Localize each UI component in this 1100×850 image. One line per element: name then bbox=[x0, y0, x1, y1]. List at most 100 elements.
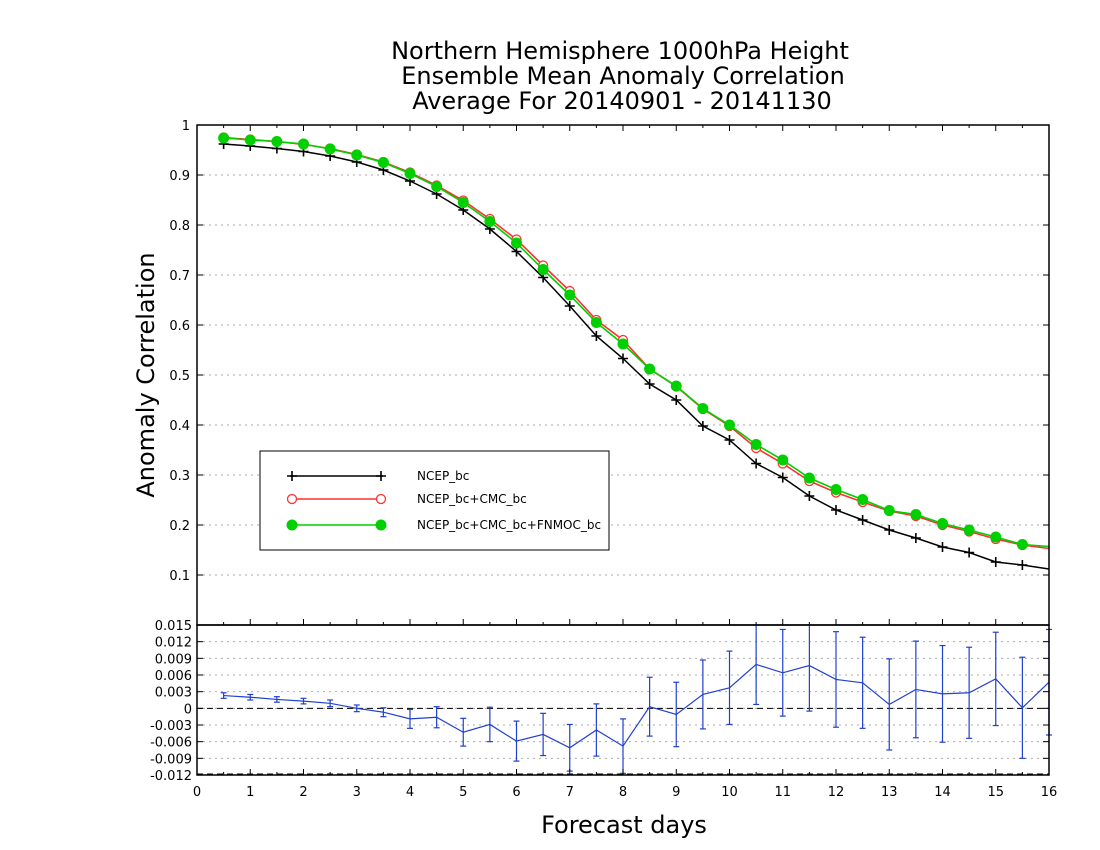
top-y-tick-label: 0.1 bbox=[169, 569, 190, 584]
bottom-y-tick-label: 0.015 bbox=[155, 619, 192, 634]
data-point bbox=[244, 134, 256, 146]
top-panel: 0.1 0.2 0.3 0.4 0.5 0.6 0.7 0.8 0.9 1 bbox=[169, 119, 1050, 626]
series-line bbox=[223, 143, 1050, 570]
bottom-series-group bbox=[220, 625, 1052, 774]
chart-title-line-2: Ensemble Mean Anomaly Correlation bbox=[401, 62, 845, 90]
bottom-panel-frame bbox=[196, 624, 1050, 776]
data-point bbox=[937, 518, 948, 529]
x-tick-label: 7 bbox=[566, 785, 574, 800]
data-point bbox=[298, 138, 309, 150]
legend: NCEP_bc NCEP_bc+CMC_bc NCEP_bc+CMC_bc+FNMO… bbox=[259, 450, 610, 551]
legend-marker bbox=[376, 471, 386, 481]
top-y-tick-label: 0.2 bbox=[169, 519, 190, 534]
data-point bbox=[990, 557, 1001, 567]
legend-marker bbox=[375, 493, 387, 505]
legend-marker bbox=[286, 519, 298, 531]
x-tick-label: 14 bbox=[934, 785, 951, 800]
x-tick-label: 3 bbox=[353, 785, 361, 800]
bottom-panel: -0.012 -0.009-0.006 -0.003 0 0.003 0.006 0.009… bbox=[150, 619, 1057, 800]
difference-line bbox=[223, 663, 1050, 749]
top-series-group bbox=[218, 132, 1050, 570]
data-point bbox=[697, 421, 708, 431]
data-point bbox=[644, 379, 655, 389]
data-point bbox=[964, 547, 975, 558]
top-y-tick-label: 0.6 bbox=[169, 319, 190, 334]
data-point bbox=[751, 458, 762, 469]
top-y-tick-label: 1 bbox=[182, 119, 190, 134]
series-ncep-bc bbox=[218, 139, 1050, 570]
bottom-y-tick-label: 0.003 bbox=[155, 686, 192, 701]
bottom-y-tick-label: -0.009 bbox=[150, 752, 192, 767]
data-point bbox=[484, 216, 496, 227]
bottom-y-tick-label: 0.009 bbox=[155, 652, 192, 667]
data-point bbox=[697, 403, 709, 414]
top-y-tick-label: 0.4 bbox=[169, 419, 190, 434]
x-tick-label: 0 bbox=[193, 785, 201, 800]
data-point bbox=[910, 509, 922, 520]
bottom-y-tick-label: -0.003 bbox=[150, 719, 192, 734]
data-point bbox=[937, 542, 948, 552]
data-point bbox=[590, 317, 602, 328]
x-tick-label: 1 bbox=[246, 785, 254, 800]
data-point bbox=[671, 395, 682, 405]
legend-marker bbox=[286, 493, 298, 505]
bottom-y-tick-label: 0.012 bbox=[155, 636, 192, 651]
top-y-tick-label: 0.7 bbox=[169, 269, 190, 284]
data-point bbox=[218, 132, 230, 144]
data-point bbox=[830, 484, 842, 495]
data-point bbox=[803, 472, 815, 484]
chart-title-line-1: Northern Hemisphere 1000hPa Height bbox=[391, 37, 849, 65]
top-y-tick-label: 0.9 bbox=[169, 169, 190, 184]
data-point bbox=[591, 331, 602, 341]
x-tick-label: 10 bbox=[721, 785, 738, 800]
data-point bbox=[910, 533, 921, 543]
bottom-y-tick-label: -0.012 bbox=[150, 769, 192, 784]
data-point bbox=[377, 157, 389, 168]
bottom-y-tick-label: 0.006 bbox=[155, 669, 192, 684]
data-point bbox=[777, 454, 789, 466]
data-point bbox=[617, 338, 629, 350]
data-point bbox=[271, 136, 283, 147]
data-point bbox=[351, 149, 363, 161]
x-tick-label: 16 bbox=[1041, 785, 1058, 800]
data-point bbox=[644, 363, 656, 375]
data-point bbox=[724, 419, 735, 431]
data-point bbox=[857, 515, 868, 525]
data-point bbox=[324, 143, 336, 155]
data-point bbox=[457, 197, 469, 208]
bottom-y-tick-label: -0.006 bbox=[150, 736, 192, 751]
data-point bbox=[564, 289, 576, 301]
data-point bbox=[1016, 539, 1028, 550]
x-tick-label: 8 bbox=[619, 785, 627, 800]
top-y-tick-label: 0.5 bbox=[169, 369, 190, 384]
legend-label: NCEP_bc+CMC_bc+FNMOC_bc bbox=[417, 518, 601, 532]
x-tick-label: 12 bbox=[828, 785, 845, 800]
y-axis-label: Anomaly Correlation bbox=[132, 252, 160, 497]
bottom-y-ticks: -0.012 -0.009-0.006 -0.003 00.003 0.006 0.009… bbox=[150, 619, 1049, 784]
data-point bbox=[511, 237, 522, 249]
data-point bbox=[564, 301, 575, 311]
data-point bbox=[804, 491, 815, 501]
data-point bbox=[724, 435, 735, 445]
legend-marker bbox=[287, 471, 297, 481]
data-point bbox=[537, 264, 549, 275]
top-y-tick-label: 0.3 bbox=[169, 469, 190, 484]
data-point bbox=[831, 505, 841, 515]
x-tick-label: 6 bbox=[512, 785, 520, 800]
chart-title-line-3: Average For 20140901 - 20141130 bbox=[412, 87, 832, 115]
data-point bbox=[884, 525, 895, 535]
data-point bbox=[857, 494, 869, 505]
bottom-x-ticks: 0 1 2 3 4 5 6 7 8 9 10 11 12 13 14 15 16 bbox=[193, 769, 1057, 800]
x-tick-label: 13 bbox=[881, 785, 898, 800]
data-point bbox=[1017, 560, 1028, 570]
series-ncep-bc-cmc-bc-fnmoc-bc bbox=[218, 132, 1050, 550]
data-point bbox=[883, 505, 895, 516]
data-point bbox=[750, 439, 762, 450]
data-point bbox=[777, 472, 788, 483]
legend-box bbox=[259, 450, 610, 551]
data-point bbox=[990, 531, 1002, 543]
x-tick-label: 15 bbox=[987, 785, 1004, 800]
legend-label: NCEP_bc+CMC_bc bbox=[417, 492, 527, 506]
legend-marker bbox=[375, 519, 387, 531]
